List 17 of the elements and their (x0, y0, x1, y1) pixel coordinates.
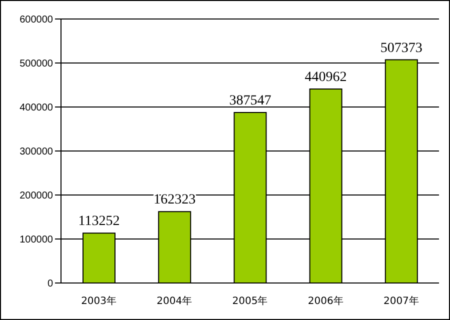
data-label: 113252 (78, 214, 120, 230)
data-label: 162323 (154, 192, 196, 208)
data-label: 440962 (304, 70, 347, 85)
x-tick-label: 2004年 (156, 295, 192, 308)
y-tick-label: 300000 (20, 146, 54, 158)
y-tick-label: 0 (47, 278, 54, 290)
y-tick-label: 600000 (20, 14, 54, 26)
data-label: 507373 (380, 40, 422, 56)
y-tick-label: 500000 (20, 58, 54, 70)
x-tick-label: 2006年 (308, 295, 344, 308)
y-tick-label: 200000 (20, 190, 54, 202)
y-tick-label: 400000 (20, 102, 54, 114)
x-tick-label: 2003年 (81, 295, 117, 308)
data-label: 387547 (229, 93, 272, 108)
x-tick-label: 2007年 (383, 295, 419, 308)
y-tick-label: 100000 (20, 234, 54, 246)
x-tick-label: 2005年 (232, 295, 268, 308)
